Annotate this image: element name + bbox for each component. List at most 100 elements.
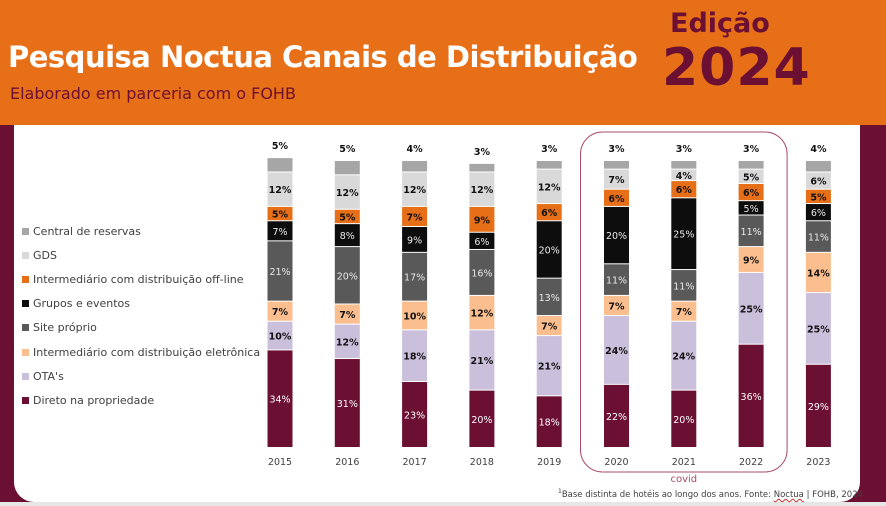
data-label-central-de-reservas: 5% xyxy=(339,144,356,155)
data-label-intermediario-com-distribuicao-off-line: 5% xyxy=(810,192,827,203)
data-label-site-proprio: 11% xyxy=(741,227,762,238)
data-label-site-proprio: 20% xyxy=(337,271,358,282)
data-label-gds: 12% xyxy=(538,182,561,193)
bar-segment-gds xyxy=(738,169,764,183)
bar-segment-intermediario-com-distribuicao-eletronica xyxy=(604,295,629,315)
data-label-central-de-reservas: 4% xyxy=(810,144,827,155)
bar-segment-direto-na-propriedade xyxy=(604,384,629,447)
bar-segment-intermediario-com-distribuicao-off-line xyxy=(536,204,562,221)
data-label-direto-na-propriedade: 36% xyxy=(741,392,762,403)
bar-segment-direto-na-propriedade xyxy=(536,396,562,447)
bar-segment-intermediario-com-distribuicao-eletronica xyxy=(469,295,495,330)
data-label-gds: 12% xyxy=(403,185,426,196)
data-label-direto-na-propriedade: 18% xyxy=(539,418,560,429)
bar-segment-intermediario-com-distribuicao-eletronica xyxy=(334,304,360,324)
legend-swatch-icon xyxy=(22,251,29,259)
x-tick-label: 2020 xyxy=(604,457,628,468)
data-label-intermediario-com-distribuicao-eletronica: 7% xyxy=(676,307,693,318)
bar-segment-ota-s xyxy=(604,315,629,384)
legend-swatch-icon xyxy=(22,348,29,356)
data-label-intermediario-com-distribuicao-eletronica: 7% xyxy=(339,310,356,321)
x-tick-label: 2023 xyxy=(806,457,830,468)
legend-swatch-icon xyxy=(22,372,29,380)
bar-segment-central-de-reservas xyxy=(334,161,360,175)
bar-segment-ota-s xyxy=(805,293,831,364)
data-label-intermediario-com-distribuicao-eletronica: 10% xyxy=(403,311,426,322)
legend-label: Intermediário com distribuição off-line xyxy=(33,272,244,286)
bar-segment-central-de-reservas xyxy=(536,161,562,169)
bar-segment-direto-na-propriedade xyxy=(402,381,428,447)
data-label-ota-s: 21% xyxy=(471,356,494,367)
data-label-intermediario-com-distribuicao-off-line: 9% xyxy=(474,215,491,226)
bar-segment-grupos-e-eventos xyxy=(805,204,831,221)
bar-segment-intermediario-com-distribuicao-off-line xyxy=(671,181,697,198)
bar-segment-site-proprio xyxy=(334,247,360,304)
bar-segment-intermediario-com-distribuicao-eletronica xyxy=(536,315,562,336)
bar-segment-direto-na-propriedade xyxy=(334,359,360,447)
edition-label: Edição xyxy=(670,8,770,39)
legend-item-intermediario-com-distribuicao-off-line: Intermediário com distribuição off-line xyxy=(22,267,260,291)
legend-item-central-de-reservas: Central de reservas xyxy=(22,219,260,243)
bar-segment-site-proprio xyxy=(267,241,293,301)
x-tick-label: 2018 xyxy=(470,457,494,468)
legend-label: Grupos e eventos xyxy=(33,297,131,311)
bar-2021: 20% 24% 7% 11% 25% 6% 4% 3% 2021 xyxy=(671,144,697,468)
bar-segment-gds xyxy=(469,172,495,206)
legend-item-site-proprio: Site próprio xyxy=(22,316,260,340)
data-label-site-proprio: 13% xyxy=(539,293,560,304)
bar-segment-central-de-reservas xyxy=(805,161,831,172)
bar-segment-intermediario-com-distribuicao-off-line xyxy=(738,183,764,201)
footnote-source: Noctua xyxy=(773,489,804,500)
data-label-direto-na-propriedade: 34% xyxy=(269,395,290,406)
bar-segment-gds xyxy=(805,172,831,189)
data-label-gds: 5% xyxy=(743,172,760,183)
bar-2017: 23% 18% 10% 17% 9% 7% 12% 4% 2017 xyxy=(402,144,428,468)
bar-segment-grupos-e-eventos xyxy=(671,198,697,270)
bar-2022: 36% 25% 9% 11% 5% 6% 5% 3% 2022 xyxy=(738,144,764,468)
chart-panel xyxy=(14,125,860,502)
bar-segment-grupos-e-eventos xyxy=(334,224,360,247)
legend-label: Site próprio xyxy=(33,321,97,335)
data-label-grupos-e-eventos: 7% xyxy=(272,227,287,238)
page-title: Pesquisa Noctua Canais de Distribuição xyxy=(8,40,638,74)
legend-swatch-icon xyxy=(22,300,29,308)
data-label-gds: 7% xyxy=(608,175,625,186)
chart-legend: Central de reservas GDS Intermediário com … xyxy=(22,219,260,413)
data-label-site-proprio: 17% xyxy=(404,273,425,284)
data-label-gds: 6% xyxy=(810,177,827,188)
data-label-grupos-e-eventos: 6% xyxy=(474,237,489,248)
bar-segment-ota-s xyxy=(536,336,562,396)
legend-label: GDS xyxy=(33,248,57,262)
data-label-site-proprio: 21% xyxy=(269,267,290,278)
footnote-text-end: | FOHB, 2024 xyxy=(803,489,864,500)
legend-item-ota-s: OTA's xyxy=(22,364,260,388)
covid-outline xyxy=(580,131,788,473)
data-label-central-de-reservas: 5% xyxy=(272,141,289,152)
bar-segment-ota-s xyxy=(469,330,495,390)
legend-label: Direto na propriedade xyxy=(33,393,155,407)
legend-swatch-icon xyxy=(22,396,29,404)
data-label-site-proprio: 11% xyxy=(808,233,829,244)
data-label-direto-na-propriedade: 22% xyxy=(606,412,627,423)
data-label-ota-s: 25% xyxy=(740,304,763,315)
data-label-grupos-e-eventos: 6% xyxy=(811,208,826,219)
data-label-central-de-reservas: 3% xyxy=(608,144,625,155)
data-label-grupos-e-eventos: 8% xyxy=(340,231,355,242)
footnote-marker: 1 xyxy=(558,488,562,495)
bar-segment-intermediario-com-distribuicao-off-line xyxy=(334,209,360,224)
data-label-ota-s: 24% xyxy=(672,352,695,363)
bar-segment-direto-na-propriedade xyxy=(469,390,495,447)
data-label-intermediario-com-distribuicao-eletronica: 7% xyxy=(272,307,289,318)
bar-segment-site-proprio xyxy=(671,270,697,301)
data-label-intermediario-com-distribuicao-eletronica: 7% xyxy=(541,322,558,333)
bar-segment-intermediario-com-distribuicao-off-line xyxy=(469,206,495,232)
data-label-gds: 12% xyxy=(269,185,292,196)
legend-item-intermediario-com-distribuicao-eletronica: Intermediário com distribuição eletrônic… xyxy=(22,340,260,364)
data-label-gds: 4% xyxy=(676,171,693,182)
data-label-grupos-e-eventos: 20% xyxy=(606,231,627,242)
bar-2018: 20% 21% 12% 16% 6% 9% 12% 3% 2018 xyxy=(469,147,495,468)
bar-2015: 34% 10% 7% 21% 7% 5% 12% 5% 2015 xyxy=(267,141,293,468)
data-label-intermediario-com-distribuicao-off-line: 5% xyxy=(339,212,356,223)
bar-segment-intermediario-com-distribuicao-off-line xyxy=(267,206,293,221)
